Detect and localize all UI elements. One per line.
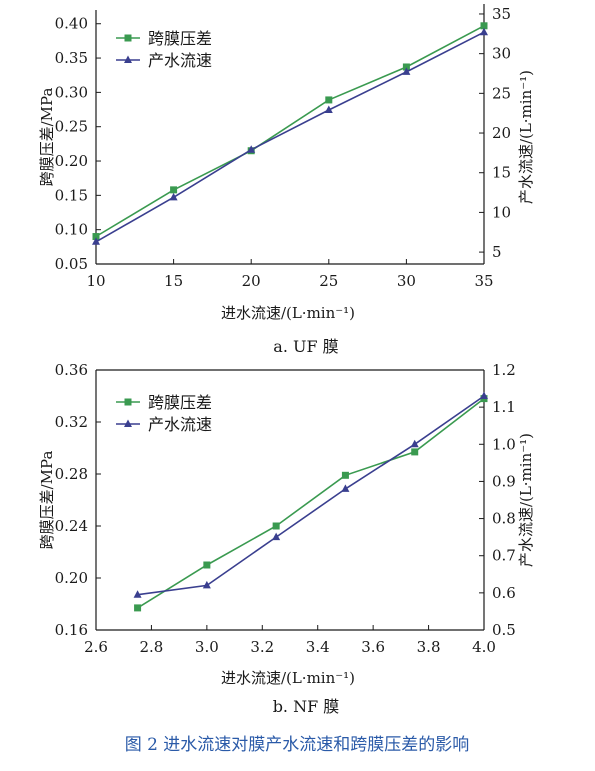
x-tick-label: 35 [474,272,493,290]
x-tick-label: 30 [397,272,416,290]
data-point-triangle [324,105,333,114]
y-tick-label: 0.20 [55,569,88,587]
data-point-triangle [341,484,350,492]
y-tick-label: 0.24 [55,517,88,535]
y-tick-label: 0.32 [55,413,88,431]
data-point-square [203,561,211,569]
x-tick-label: 15 [164,272,183,290]
series-line-1 [137,397,485,609]
y2-tick-label: 35 [492,5,511,23]
legend-label: 跨膜压差 [148,29,212,48]
y-tick-label: 0.05 [55,255,88,273]
legend-marker-square [124,34,132,42]
y-tick-label: 0.10 [55,221,88,239]
x-tick-label: 3.2 [250,638,274,656]
series-line-2 [137,395,485,596]
y-tick-label: 0.40 [55,15,88,33]
x-axis-title: 进水流速/(L·min⁻¹) [221,304,355,322]
data-point-square [480,22,488,30]
x-tick-label: 2.6 [84,638,108,656]
x-tick-label: 3.8 [417,638,441,656]
y2-tick-label: 1.2 [492,361,516,379]
y2-tick-label: 20 [492,124,511,142]
y-axis-title: 跨膜压差/MPa [38,451,56,550]
y2-axis-title: 产水流速/(L·min⁻¹) [517,433,535,567]
x-axis-title: 进水流速/(L·min⁻¹) [221,669,355,687]
data-point-triangle [480,391,488,399]
x-tick-label: 3.6 [361,638,385,656]
y2-tick-label: 30 [492,45,511,63]
y2-tick-label: 5 [492,243,502,261]
data-point-square [402,63,410,71]
legend-marker-triangle [124,55,132,63]
data-point-triangle [202,580,211,589]
data-point-triangle [480,27,488,36]
y-tick-label: 0.35 [55,49,88,67]
data-point-triangle [402,67,411,75]
y-tick-label: 0.28 [55,465,88,483]
y2-tick-label: 15 [492,164,511,182]
series-line-2 [95,31,485,243]
x-tick-label: 20 [242,272,261,290]
data-point-triangle [272,532,281,541]
chart-panel-2: 2.6 2.8 3.0 3.2 3.4 3.6 3.8 4.0 0.16 0.20 0.24 0.28… [38,361,535,716]
data-point-square [134,604,142,612]
data-point-square [341,471,349,479]
legend-marker-square [124,398,132,406]
legend-label: 产水流速 [148,415,212,434]
y-tick-label: 0.36 [55,361,88,379]
y2-tick-label: 1.0 [492,435,516,453]
x-tick-label: 3.0 [195,638,219,656]
y2-tick-label: 0.7 [492,547,516,565]
chart-panel-1: 10 15 20 25 30 35 0.05 0.10 0.15 0.20 0.25 0.30 0.35… [38,4,535,356]
y2-tick-label: 0.8 [492,510,516,528]
series-line-1 [95,25,485,238]
x-tick-label: 25 [319,272,338,290]
y2-tick-label: 0.6 [492,584,516,602]
data-point-square [170,186,178,194]
y-tick-label: 0.15 [55,186,88,204]
y-tick-label: 0.20 [55,152,88,170]
x-tick-label: 3.4 [306,638,330,656]
y2-tick-label: 10 [492,203,511,221]
y2-tick-label: 0.5 [492,621,516,639]
x-tick-label: 2.8 [139,638,163,656]
y2-tick-label: 1.1 [492,398,516,416]
data-point-square [92,233,100,241]
y2-axis-title: 产水流速/(L·min⁻¹) [517,70,535,204]
y-tick-label: 0.16 [55,621,88,639]
legend-marker-triangle [124,419,132,427]
panel-caption: a. UF 膜 [273,337,338,356]
x-tick-label: 4.0 [472,638,496,656]
data-point-triangle [247,145,256,153]
figure-caption: 图 2 进水流速对膜产水流速和跨膜压差的影响 [125,735,470,755]
data-point-triangle [92,237,100,245]
data-point-triangle [169,192,178,201]
legend-label: 跨膜压差 [148,393,212,412]
y2-tick-label: 0.9 [492,472,516,490]
panel-caption: b. NF 膜 [273,697,340,716]
data-point-triangle [133,590,142,598]
y-tick-label: 0.30 [55,83,88,101]
x-tick-label: 10 [86,272,105,290]
data-point-square [325,96,333,104]
legend-label: 产水流速 [148,51,212,70]
y-tick-label: 0.25 [55,118,88,136]
data-point-square [272,522,280,530]
y-axis-title: 跨膜压差/MPa [38,88,56,187]
data-point-triangle [410,439,419,448]
data-point-square [411,448,419,456]
y2-tick-label: 25 [492,84,511,102]
